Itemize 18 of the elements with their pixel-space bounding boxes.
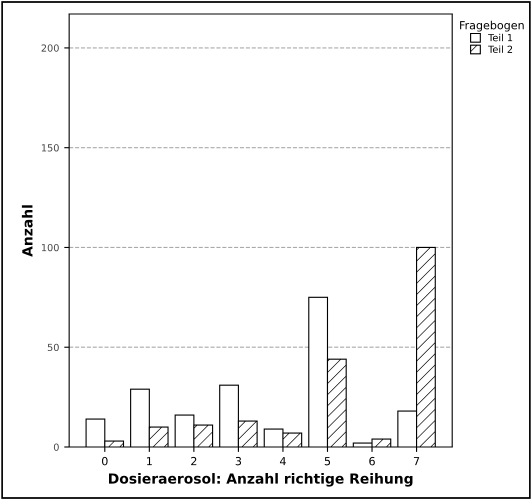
- x-tick-label: 7: [414, 457, 420, 466]
- y-tick-label: 200: [42, 44, 59, 52]
- y-tick-label: 0: [54, 443, 59, 451]
- x-tick-label: 6: [369, 456, 375, 466]
- x-axis-title: Dosieraerosol: Anzahl richtige Reihung: [109, 473, 412, 487]
- x-tick-label: 2: [191, 456, 196, 466]
- x-tick-label: 1: [147, 457, 152, 466]
- x-tick-label: 5: [324, 457, 330, 466]
- y-tick-label: 50: [48, 344, 59, 352]
- legend-label: Teil 2: [488, 45, 512, 53]
- x-tick-label: 0: [102, 456, 108, 466]
- legend-label: Teil 1: [488, 34, 512, 42]
- y-axis-title: Anzahl: [22, 205, 33, 257]
- x-tick-label: 4: [280, 457, 286, 466]
- y-tick-label: 100: [42, 244, 59, 252]
- y-tick-label: 150: [42, 144, 59, 152]
- legend-title: Fragebogen: [460, 20, 524, 32]
- x-tick-label: 3: [236, 456, 242, 466]
